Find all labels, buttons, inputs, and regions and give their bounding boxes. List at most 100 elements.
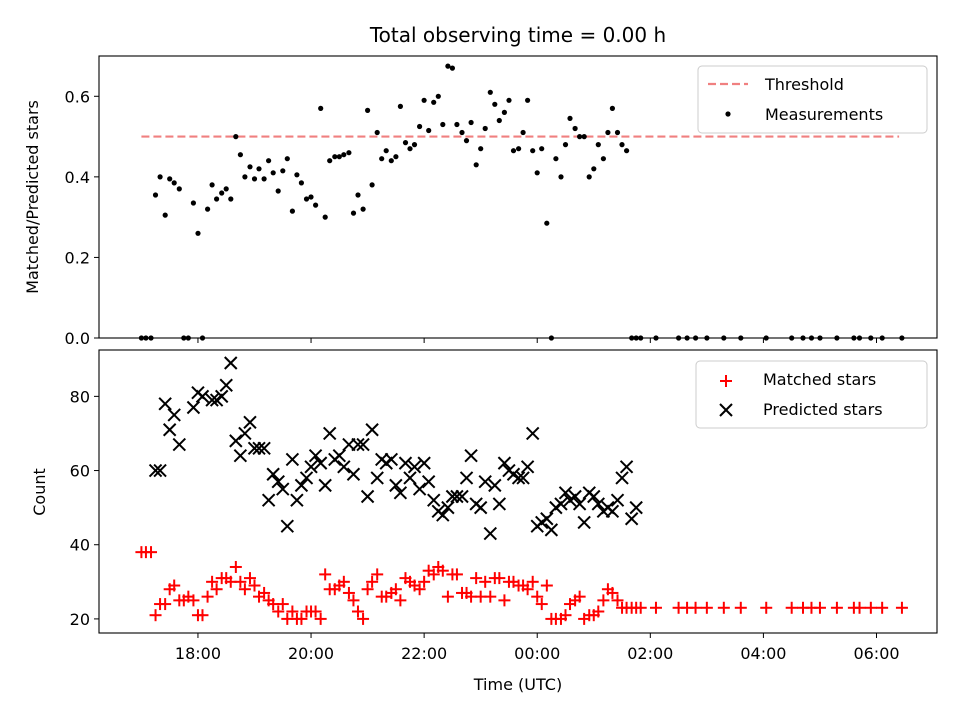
matched-star-point (206, 575, 219, 588)
measurement-point (214, 196, 220, 202)
measurement-point (261, 176, 267, 182)
chart-title: Total observing time = 0.00 h (369, 23, 666, 47)
matched-star-point (319, 568, 332, 581)
measurement-point (619, 142, 625, 148)
measurement-point (553, 156, 559, 162)
bottom-plot-marks (135, 356, 908, 625)
predicted-star-point (238, 426, 252, 441)
matched-star-point (830, 601, 843, 614)
matched-star-point (559, 609, 572, 622)
matched-star-point (611, 594, 624, 607)
predicted-star-point (224, 356, 238, 370)
matched-star-point (540, 579, 553, 592)
measurement-point (609, 105, 616, 111)
matched-star-point (853, 601, 866, 614)
predicted-star-point (398, 456, 413, 470)
matched-star-point (159, 598, 172, 611)
bottom-axes-frame (98, 349, 938, 634)
measurement-point (270, 170, 276, 176)
measurement-point (581, 134, 587, 140)
matched-star-point (597, 594, 610, 607)
predicted-star-point (322, 426, 337, 441)
predicted-star-point (233, 449, 248, 463)
predicted-star-point (497, 456, 512, 470)
predicted-star-point (436, 508, 450, 522)
measurement-point (369, 182, 375, 188)
predicted-star-point (247, 441, 262, 455)
predicted-star-point (544, 523, 559, 537)
predicted-star-point (389, 478, 403, 493)
matched-star-point (295, 612, 308, 625)
measurement-point (496, 117, 502, 124)
y-tick-label: 0.2 (65, 248, 90, 267)
measurement-point (473, 162, 479, 168)
predicted-star-point (290, 493, 304, 507)
measurement-point (322, 214, 328, 220)
measurement-point (275, 188, 281, 194)
matched-star-point (606, 586, 619, 599)
x-tick-label: 04:00 (740, 644, 786, 663)
matched-star-point (238, 583, 251, 596)
measurement-point (318, 105, 324, 111)
top-axes-frame (98, 55, 938, 339)
measurement-point (421, 97, 427, 103)
matched-star-point (526, 575, 539, 588)
matched-star-point (689, 601, 702, 614)
predicted-star-point (148, 463, 163, 478)
measurement-point (600, 156, 607, 162)
measurement-point (407, 146, 413, 152)
bottom-panel: 20 40 60 80 18:00 20:00 22:00 00:00 02:00 04:00 0… (30, 349, 938, 694)
matched-star-point (229, 560, 242, 573)
predicted-star-point (421, 474, 436, 489)
predicted-star-point (243, 415, 257, 430)
x-tick-label: 20:00 (288, 644, 334, 663)
measurement-point (591, 166, 597, 172)
predicted-star-point (407, 460, 422, 474)
bottom-x-axis-label: Time (UTC) (473, 675, 562, 694)
legend-threshold-label: Threshold (764, 75, 844, 94)
matched-star-point (276, 598, 289, 611)
legend-matched-swatch (720, 375, 732, 387)
y-tick-label: 0.6 (65, 87, 90, 106)
predicted-star-point (257, 441, 271, 455)
measurement-point (539, 146, 545, 152)
matched-star-point (573, 590, 586, 603)
predicted-star-point (558, 486, 573, 500)
measurement-point (544, 220, 550, 226)
predicted-star-point (605, 504, 620, 519)
predicted-star-point (492, 497, 507, 511)
matched-star-point (760, 601, 773, 614)
measurement-point (162, 212, 168, 218)
matched-star-point (337, 575, 350, 588)
measurement-point (459, 129, 465, 136)
measurement-point (567, 115, 573, 121)
predicted-star-point (266, 467, 280, 481)
predicted-star-point (412, 482, 427, 496)
predicted-star-point (393, 486, 408, 500)
measurement-point (228, 196, 234, 202)
y-tick-label: 0.0 (65, 329, 90, 348)
bottom-y-axis: 20 40 60 80 (70, 387, 99, 629)
predicted-star-point (629, 500, 643, 515)
measurement-point (431, 99, 437, 105)
measurement-point (355, 192, 361, 198)
matched-star-point (484, 590, 497, 603)
measurement-point (233, 134, 239, 140)
measurement-point (595, 142, 601, 148)
legend-measurements-swatch (725, 111, 731, 117)
bottom-legend: Matched stars Predicted stars (695, 360, 928, 429)
top-legend-box (697, 65, 928, 134)
measurement-point (478, 146, 484, 152)
measurement-point (586, 174, 592, 180)
measurement-point (251, 176, 258, 182)
matched-star-point (521, 583, 534, 596)
legend-matched-label: Matched stars (763, 370, 876, 389)
measurement-point (332, 154, 338, 160)
measurement-point (157, 174, 163, 180)
measurement-point (605, 129, 611, 136)
measurement-point (284, 156, 290, 162)
measurement-point (242, 174, 248, 180)
predicted-star-point (280, 519, 295, 533)
matched-star-point (498, 594, 511, 607)
